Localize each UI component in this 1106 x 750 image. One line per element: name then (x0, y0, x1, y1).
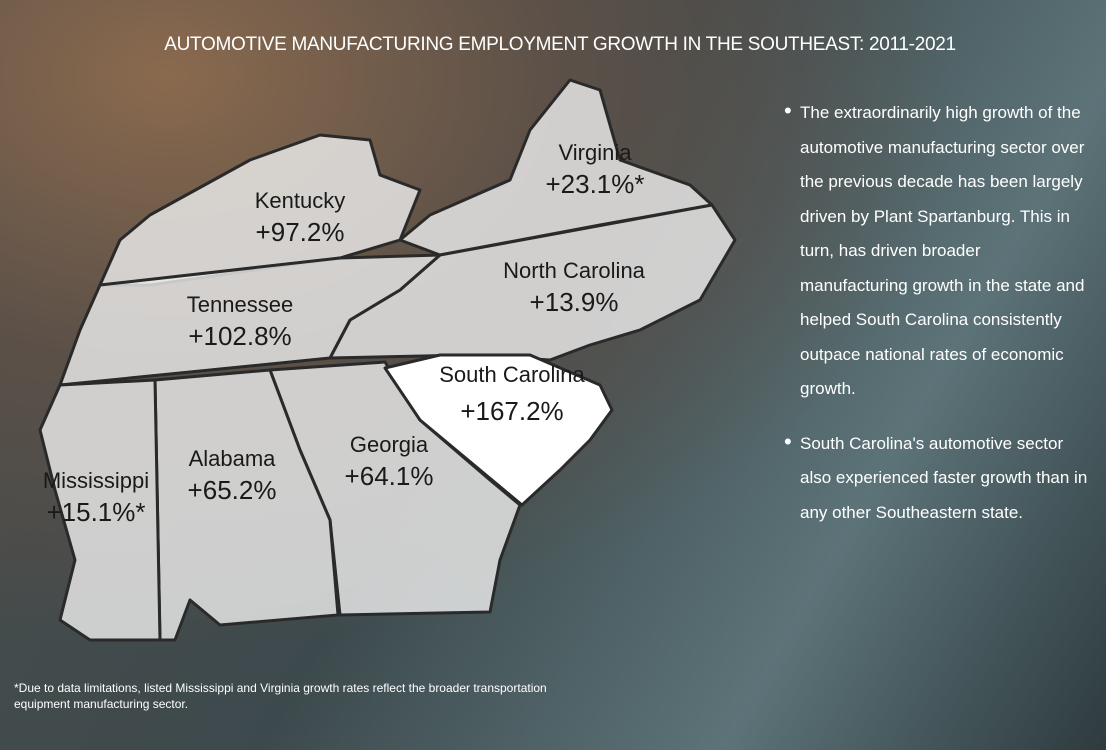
bullet: South Carolina's automotive sector also … (784, 425, 1090, 531)
state-name: Georgia (350, 432, 429, 457)
state-change: +13.9% (530, 287, 619, 317)
bullet: The extraordinarily high growth of the a… (784, 94, 1090, 407)
mississippi-shape (38, 378, 162, 642)
state-change: +23.1%* (545, 169, 644, 199)
state-name: Kentucky (255, 188, 346, 213)
state-change: +64.1% (345, 461, 434, 491)
state-change: +102.8% (188, 321, 291, 351)
tennessee-shape (58, 253, 442, 387)
state-name: South Carolina (439, 362, 585, 387)
south-carolina-shape (383, 353, 614, 507)
state-change: +167.2% (460, 396, 563, 426)
state-change: +65.2% (188, 475, 277, 505)
kentucky-shape (98, 133, 422, 287)
state-name: Alabama (189, 446, 277, 471)
alabama-shape (153, 368, 340, 642)
state-name: Virginia (559, 140, 633, 165)
title: AUTOMOTIVE MANUFACTURING EMPLOYMENT GROW… (164, 34, 956, 55)
state-labels: Kentucky +97.2% Virginia +23.1%* North Carol… (43, 140, 646, 527)
footnote: *Due to data limitations, listed Mississ… (14, 681, 547, 711)
state-change: +15.1%* (46, 497, 145, 527)
state-name: Tennessee (187, 292, 293, 317)
state-change: +97.2% (256, 217, 345, 247)
state-name: Mississippi (43, 468, 149, 493)
state-name: North Carolina (503, 258, 646, 283)
state-shapes (38, 78, 737, 642)
bullet-list: The extraordinarily high growth of the a… (784, 94, 1090, 550)
